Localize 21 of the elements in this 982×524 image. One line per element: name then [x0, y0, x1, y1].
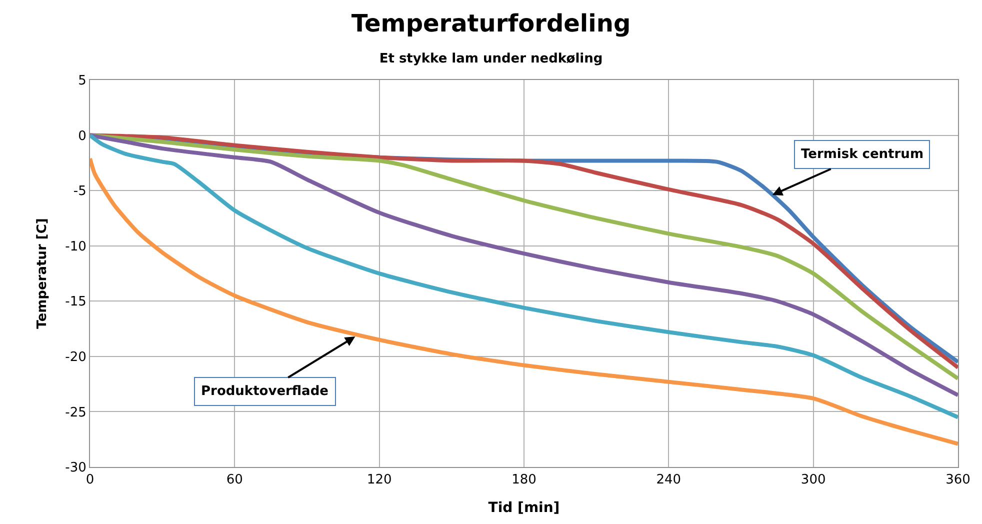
y-tick-label: 0: [78, 128, 86, 144]
y-tick-label: -10: [65, 239, 86, 254]
y-tick-label: -5: [73, 184, 86, 200]
y-tick-label: -15: [65, 294, 86, 310]
chart-title: Temperaturfordeling: [351, 9, 631, 38]
annotation: Produktoverflade: [201, 384, 329, 399]
chart-subtitle: Et stykke lam under nedkøling: [379, 52, 603, 67]
x-tick-label: 300: [800, 472, 826, 488]
y-axis-title: Temperatur [C]: [35, 218, 50, 329]
x-tick-label: 240: [656, 472, 682, 488]
x-tick-label: 120: [366, 472, 392, 488]
x-axis-title: Tid [min]: [488, 500, 560, 516]
x-tick-label: 180: [512, 472, 536, 488]
x-tick-label: 360: [946, 472, 970, 488]
annotation: Termisk centrum: [801, 147, 924, 162]
y-tick-label: -30: [65, 460, 86, 476]
line-series: [90, 156, 958, 446]
y-tick-label: 5: [78, 74, 86, 89]
y-tick-label: -20: [65, 350, 86, 365]
x-tick-label: 60: [226, 472, 243, 488]
y-tick-label: -25: [65, 405, 86, 420]
